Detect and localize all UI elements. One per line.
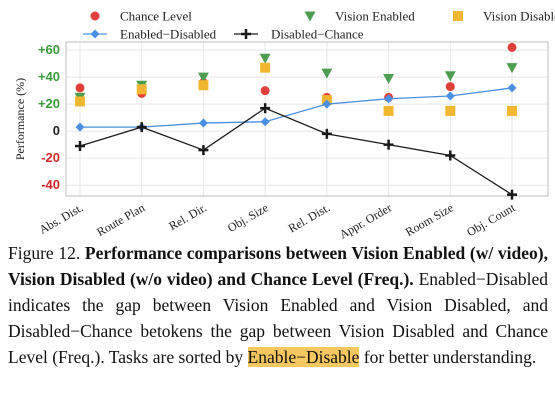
performance-chart: +60 +40 +20 0 -20 -40 Performance (%) Abs. Dist…	[13, 9, 555, 241]
y-axis-label: Performance (%)	[13, 78, 27, 160]
data-point-chance-level	[445, 82, 455, 92]
data-point-disabled-chance	[260, 103, 271, 114]
y-tick-label: +20	[38, 96, 60, 111]
data-point-enabled-disabled	[75, 122, 85, 132]
caption-tail-text: for better understanding.	[363, 347, 537, 367]
data-point-enabled-disabled	[198, 118, 208, 128]
data-point-vision-enabled	[444, 71, 456, 82]
data-point-chance-level	[507, 42, 517, 52]
figure-caption: Figure 12. Performance comparisons betwe…	[8, 240, 548, 370]
data-point-vision-enabled	[259, 53, 271, 64]
legend-label-disabled-chance: Disabled−Chance	[271, 27, 364, 42]
data-point-enabled-disabled	[260, 117, 270, 127]
caption-bold-text: Performance comparisons between Vision E…	[8, 243, 548, 289]
data-point-disabled-chance	[321, 128, 332, 139]
data-point-vision-disabled	[507, 105, 517, 116]
figure-label: Figure 12.	[8, 243, 81, 263]
data-point-vision-enabled	[506, 63, 518, 74]
chart-area: +60 +40 +20 0 -20 -40 Performance (%) Abs. Dist…	[13, 9, 555, 241]
data-point-disabled-chance	[507, 189, 517, 200]
series-line-disabled-chance	[79, 107, 513, 196]
legend-marker-disabled-chance	[241, 29, 251, 39]
data-point-chance-level	[75, 83, 85, 93]
series-line-enabled-disabled	[80, 87, 513, 128]
data-point-vision-disabled	[75, 96, 85, 107]
y-tick-label: +40	[38, 69, 60, 84]
data-point-enabled-disabled	[507, 83, 517, 93]
y-tick-label: +60	[38, 42, 60, 57]
y-tick-label: -20	[41, 150, 60, 165]
data-point-chance-level	[260, 86, 270, 96]
data-point-vision-disabled	[260, 62, 271, 73]
data-point-vision-enabled	[321, 68, 333, 79]
data-point-vision-disabled	[198, 80, 209, 91]
caption-body-text: Enabled−Disabled indicates the gap betwe…	[8, 269, 548, 367]
caption-highlight: Enable−Disable	[247, 347, 360, 367]
legend-marker-vision-enabled	[304, 11, 316, 22]
legend-marker-vision-disabled	[453, 11, 463, 21]
plot-frame	[65, 41, 549, 197]
data-point-vision-enabled	[197, 72, 209, 83]
data-point-enabled-disabled	[322, 99, 332, 109]
data-point-disabled-chance	[75, 141, 85, 152]
legend-label-vision-disabled: Vision Disabled	[483, 9, 555, 24]
data-point-enabled-disabled	[445, 91, 455, 101]
data-point-disabled-chance	[445, 150, 456, 161]
data-point-vision-disabled	[383, 105, 394, 116]
x-tick-label: Rel. Dist.	[286, 200, 333, 235]
legend-label-enabled-disabled: Enabled−Disabled	[120, 27, 217, 42]
data-point-vision-disabled	[136, 84, 147, 95]
x-tick-label: Route Plan	[94, 200, 147, 239]
x-tick-label: Room Size	[403, 200, 456, 239]
legend-label-vision-enabled: Vision Enabled	[335, 9, 415, 24]
legend-marker-chance-level	[90, 11, 100, 21]
x-tick-label: Obj. Count	[464, 200, 518, 239]
y-tick-label: 0	[53, 123, 60, 138]
legend-marker-enabled-disabled	[90, 29, 100, 39]
data-point-disabled-chance	[136, 122, 147, 133]
data-point-vision-enabled	[383, 73, 395, 84]
y-tick-label: -40	[41, 177, 60, 192]
data-point-disabled-chance	[383, 139, 394, 150]
x-tick-label: Abs. Dist.	[37, 200, 86, 236]
data-point-vision-disabled	[445, 105, 456, 116]
data-point-enabled-disabled	[384, 94, 394, 104]
x-tick-label: Rel. Dir.	[166, 200, 209, 233]
x-tick-label: Appr. Order	[337, 200, 394, 240]
x-tick-label: Obj. Size	[225, 200, 271, 234]
data-point-disabled-chance	[198, 145, 209, 156]
legend-label-chance-level: Chance Level	[120, 9, 192, 24]
